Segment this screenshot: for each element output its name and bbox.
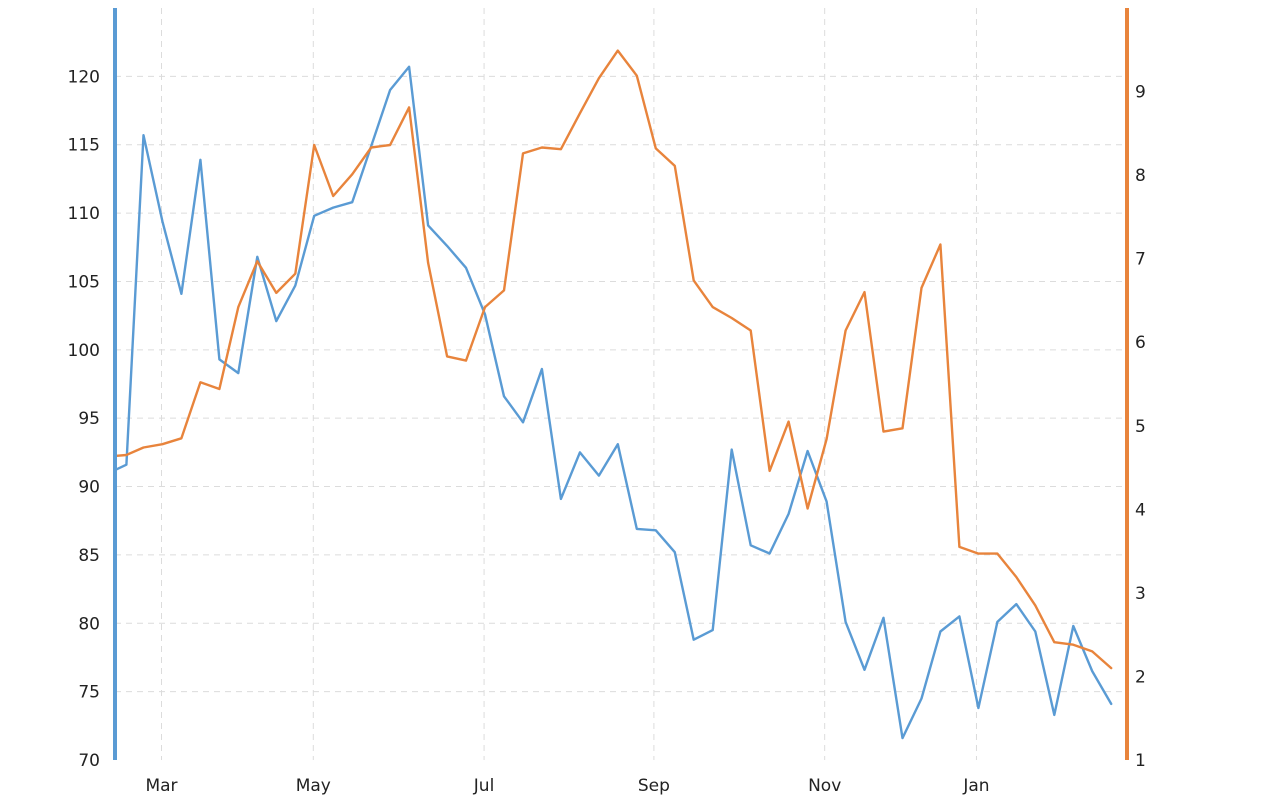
tick-labels: 70 75 80 85 90 95 100 105 110 115 120 1 2 3 4 5 6 7 8 9 Mar M…: [68, 67, 1146, 796]
left-y-tick-label: 120: [68, 67, 100, 87]
x-tick-label: Mar: [145, 776, 177, 796]
x-tick-label: Nov: [808, 776, 841, 796]
grid: [115, 8, 1127, 760]
left-y-tick-label: 70: [78, 751, 100, 771]
left-y-tick-label: 105: [68, 272, 100, 292]
left-y-tick-label: 75: [78, 683, 100, 703]
left-y-tick-label: 95: [78, 409, 100, 429]
x-tick-label: May: [296, 776, 331, 796]
left-y-tick-label: 110: [68, 204, 100, 224]
left-y-tick-label: 85: [78, 546, 100, 566]
left-y-tick-label: 80: [78, 614, 100, 634]
right-y-tick-label: 3: [1135, 584, 1146, 604]
x-tick-label: Jul: [473, 776, 495, 796]
right-y-tick-label: 2: [1135, 667, 1146, 687]
right-y-tick-label: 4: [1135, 500, 1146, 520]
series-layer: [113, 49, 1113, 740]
left-y-tick-label: 115: [68, 136, 100, 156]
right-y-tick-label: 7: [1135, 250, 1146, 270]
right-y-tick-label: 5: [1135, 417, 1146, 437]
right-y-tick-label: 6: [1135, 333, 1146, 353]
left-y-tick-label: 100: [68, 341, 100, 361]
axes: [113, 8, 1129, 760]
series-line-right-axis: [113, 49, 1113, 670]
right-y-tick-label: 8: [1135, 166, 1146, 186]
series-line-left-axis: [113, 65, 1113, 740]
x-tick-label: Jan: [962, 776, 989, 796]
right-y-tick-label: 1: [1135, 751, 1146, 771]
left-y-tick-label: 90: [78, 478, 100, 498]
x-tick-label: Sep: [638, 776, 670, 796]
right-y-tick-label: 9: [1135, 83, 1146, 103]
